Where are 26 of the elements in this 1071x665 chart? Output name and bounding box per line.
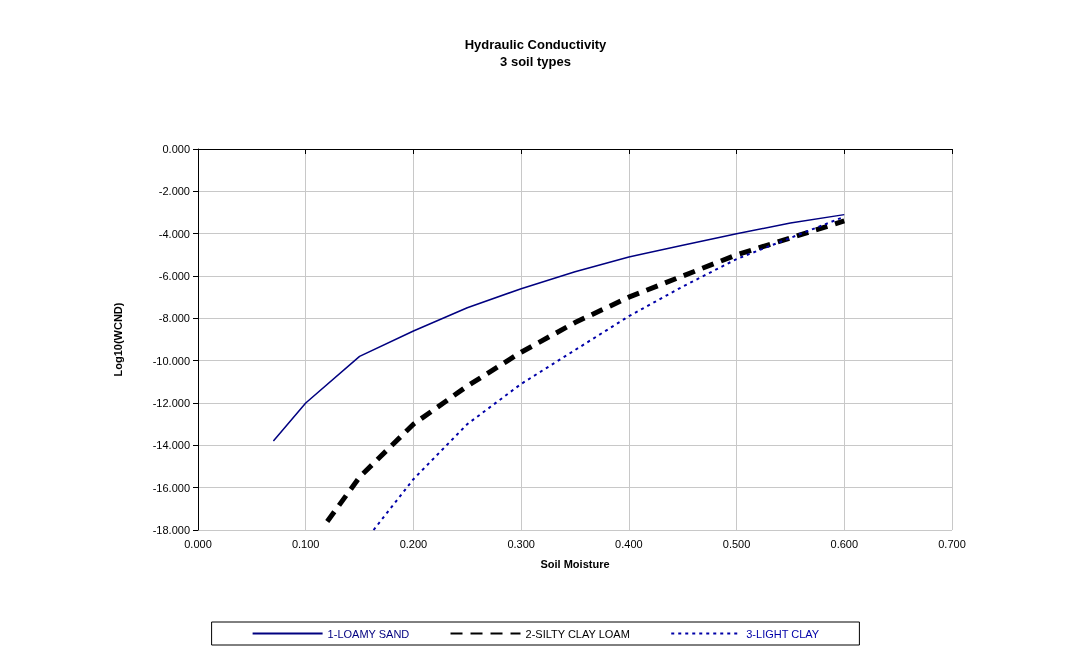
y-tick-label: -4.000: [158, 227, 190, 240]
y-tick-label: -6.000: [158, 270, 190, 282]
x-tick-label: 0.600: [830, 537, 859, 550]
y-tick-label: -18.000: [152, 524, 190, 536]
chart-title: Hydraulic Conductivity: [464, 37, 608, 52]
y-tick-label: -16.000: [152, 481, 190, 494]
y-tick-label: -10.000: [152, 354, 190, 367]
chart-subtitle: 3 soil types: [500, 54, 571, 69]
y-axis-title: Log10(WCND): [111, 302, 124, 377]
x-tick-label: 0.700: [938, 537, 966, 550]
y-tick-label: -8.000: [158, 312, 190, 325]
text: 3-LIGHT CLAY: [746, 627, 820, 640]
x-axis-title: Soil Moisture: [540, 557, 610, 570]
text: 1-LOAMY SAND: [327, 627, 410, 640]
y-tick-label: -2.000: [158, 185, 190, 198]
x-tick-label: 0.000: [184, 537, 212, 550]
y-tick-label: -12.000: [152, 397, 190, 409]
x-tick-label: 0.200: [399, 537, 428, 550]
x-tick-label: 0.500: [722, 537, 751, 550]
text: 2-SILTY CLAY LOAM: [525, 627, 630, 640]
x-tick-label: 0.400: [615, 537, 643, 550]
y-tick-label: -14.000: [152, 439, 190, 452]
line-series: [272, 213, 846, 442]
x-tick-label: 0.100: [291, 537, 320, 550]
y-tick-label: 0.000: [162, 143, 190, 155]
x-tick-label: 0.300: [507, 537, 535, 550]
